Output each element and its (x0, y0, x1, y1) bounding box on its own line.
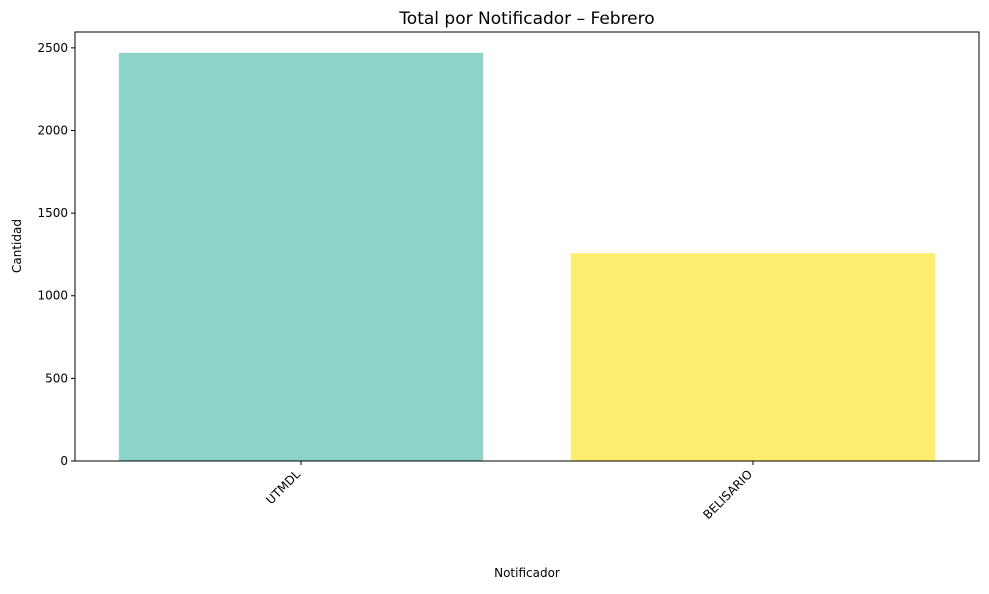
y-tick-label: 1000 (37, 289, 68, 303)
y-tick-label: 0 (60, 454, 68, 468)
bar-utmdl (118, 52, 484, 461)
x-tick-label: BELISARIO (700, 467, 755, 522)
y-axis: 0 500 1000 1500 2000 2500 (37, 41, 75, 468)
bar-belisario (570, 253, 936, 461)
y-tick-label: 2500 (37, 41, 68, 55)
y-tick-label: 2000 (37, 123, 68, 137)
x-axis: UTMDL BELISARIO (263, 461, 755, 522)
x-tick-label: UTMDL (263, 467, 303, 507)
y-tick-label: 500 (45, 371, 68, 385)
plot-frame (74, 31, 980, 462)
y-axis-label: Cantidad (10, 219, 24, 273)
chart-title: Total por Notificador – Febrero (398, 9, 654, 29)
bars-layer (118, 52, 936, 461)
y-tick-label: 1500 (37, 206, 68, 220)
x-axis-label: Notificador (494, 566, 560, 580)
